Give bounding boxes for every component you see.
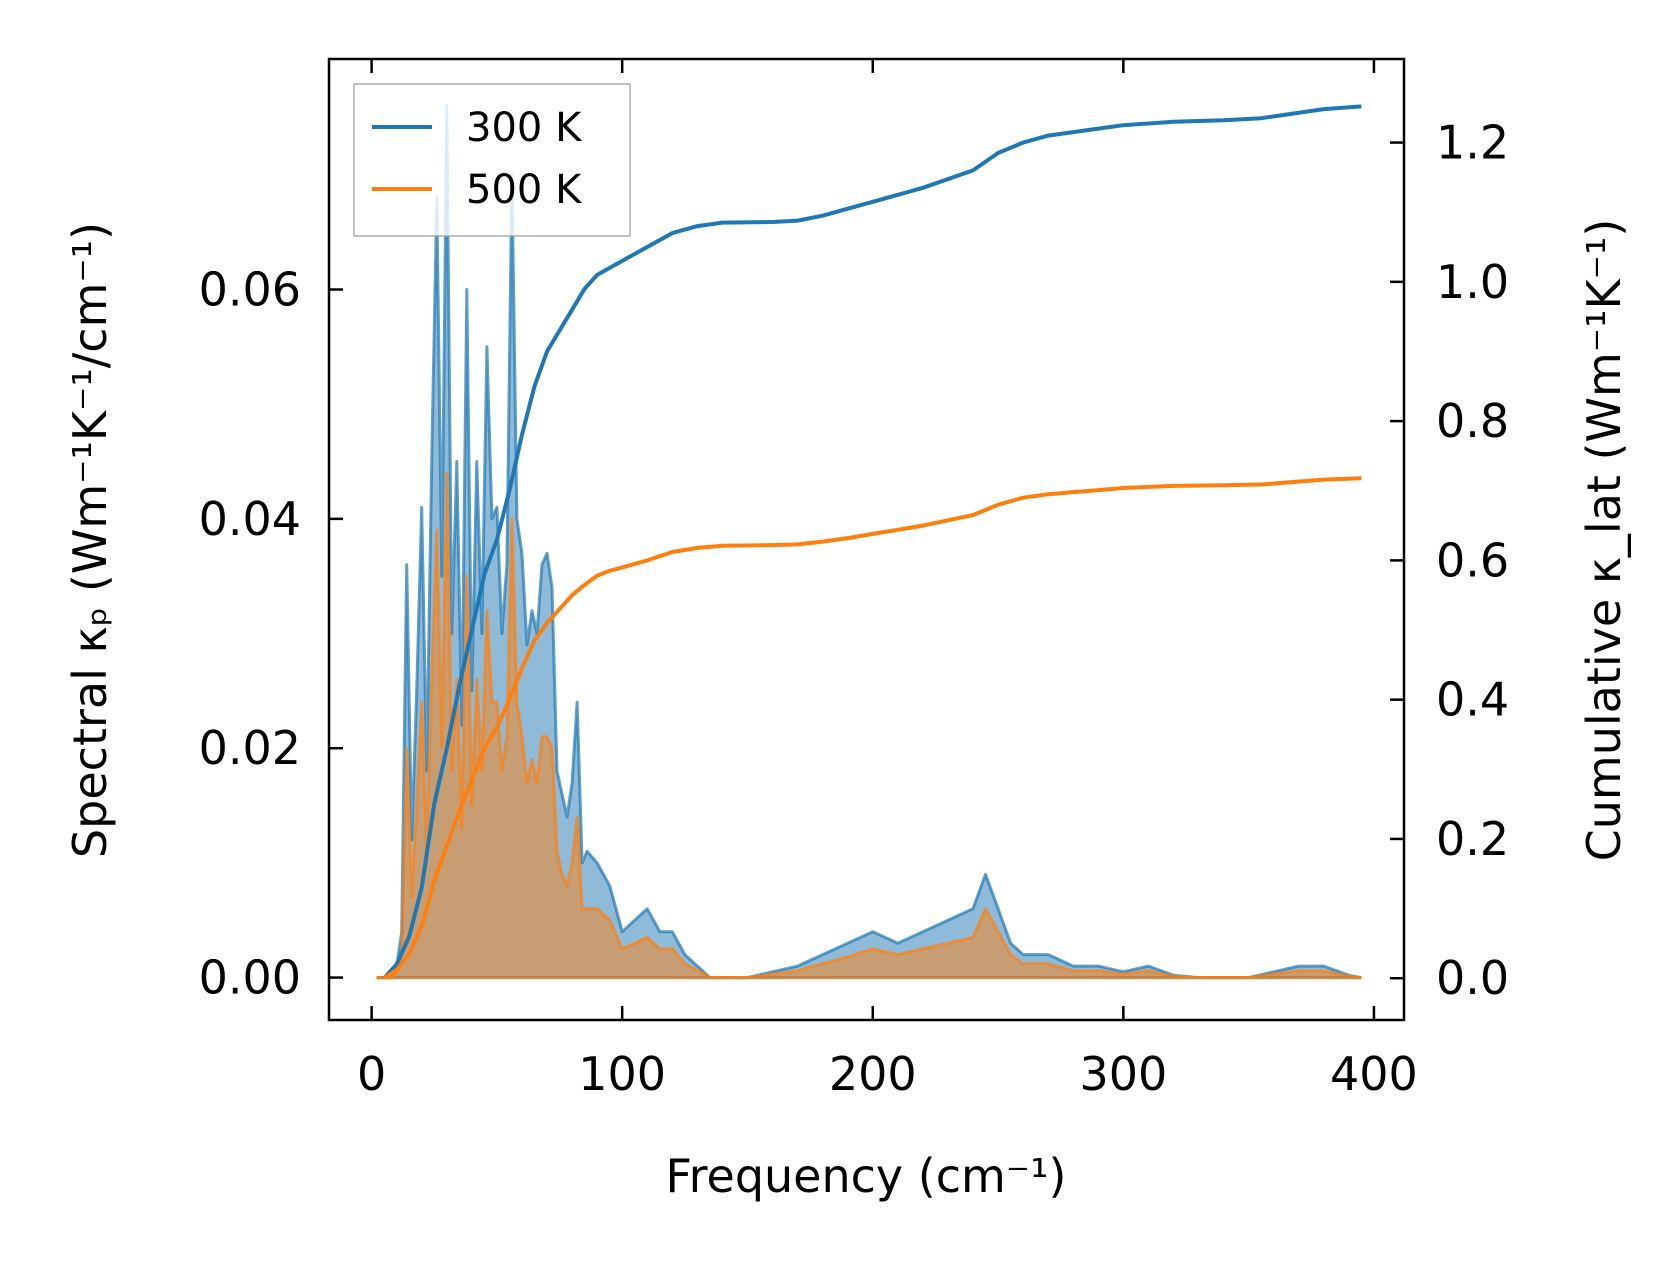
spectral-line-300k: [376, 104, 1362, 980]
series-lines: [376, 104, 1362, 980]
x-axis-label: Frequency (cm⁻¹): [666, 1149, 1067, 1203]
cumulative-line-500k: [382, 476, 1362, 980]
x-tick-label: 200: [829, 1047, 917, 1101]
cumulative-line-300k: [382, 104, 1362, 980]
y-right-tick-label: 1.2: [1436, 116, 1509, 170]
legend: 300 K 500 K: [353, 83, 631, 237]
y-right-tick-label: 0.4: [1436, 673, 1509, 727]
spectral-fills: [376, 106, 1362, 978]
spectral-line-500k: [376, 471, 1362, 980]
x-tick-label: 300: [1079, 1047, 1167, 1101]
plot-frame: [327, 57, 1406, 1022]
plot-area: [376, 104, 1362, 980]
axis-ticks: 0 100 200 300 400 0.00 0.02 0.04 0.06 0.0 0.2 0.4 0.…: [199, 59, 1509, 1101]
y-left-tick-label: 0.06: [199, 263, 301, 317]
spectral-fill-500k: [376, 473, 1362, 978]
y-axis-left-label: Spectral κₚ (Wm⁻¹K⁻¹/cm⁻¹): [63, 222, 117, 858]
y-right-tick-label: 1.0: [1436, 255, 1509, 309]
y-right-tick-label: 0.8: [1436, 394, 1509, 448]
legend-label-300k: 300 K: [466, 105, 583, 151]
y-left-tick-label: 0.02: [199, 721, 301, 775]
legend-box: [353, 83, 631, 237]
y-right-tick-label: 0.0: [1436, 951, 1509, 1005]
y-axis-right-label: Cumulative κ_lat (Wm⁻¹K⁻¹): [1577, 219, 1631, 862]
y-left-tick-label: 0.04: [199, 492, 301, 546]
x-tick-label: 400: [1330, 1047, 1418, 1101]
legend-label-500k: 500 K: [466, 167, 583, 213]
y-right-tick-label: 0.6: [1436, 533, 1509, 587]
y-left-tick-label: 0.00: [199, 951, 301, 1005]
x-tick-label: 100: [578, 1047, 666, 1101]
y-right-tick-label: 0.2: [1436, 812, 1509, 866]
x-tick-label: 0: [357, 1047, 386, 1101]
